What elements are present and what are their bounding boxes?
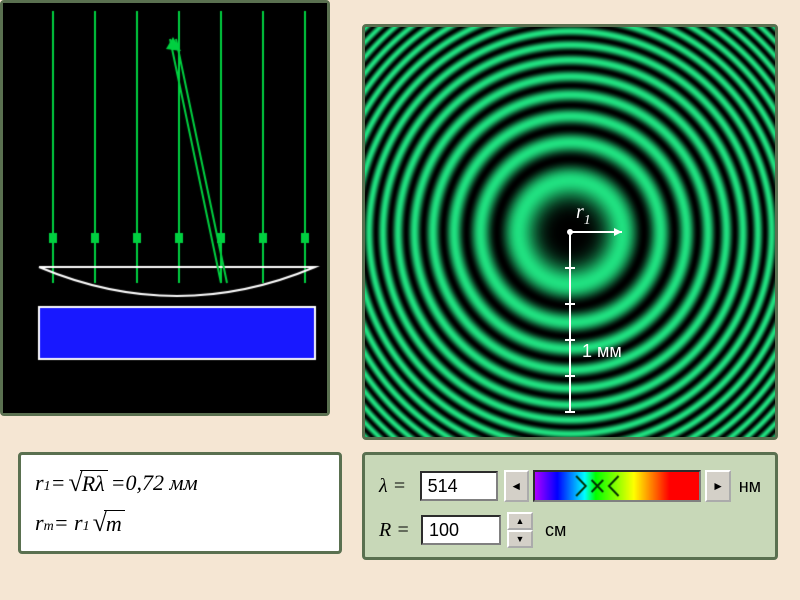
lens-setup-diagram — [0, 0, 330, 416]
rings-canvas — [365, 27, 775, 437]
radius-decrease-button[interactable]: ▼ — [507, 530, 533, 548]
r1-value: 0,72 мм — [126, 470, 198, 496]
radius-input[interactable]: 100 — [421, 515, 501, 545]
radius-label: R = — [379, 519, 421, 542]
sqrt-m: √m — [93, 508, 125, 538]
radius-increase-button[interactable]: ▲ — [507, 512, 533, 530]
formula-box: r1 = √Rλ = 0,72 мм rm = r1 √m — [18, 452, 342, 554]
newton-rings-panel: r11 мм — [362, 24, 778, 440]
lambda-unit: нм — [739, 476, 761, 497]
lambda-label: λ = — [379, 475, 420, 498]
r1-var: r — [35, 470, 44, 496]
radius-spinner[interactable]: ▲ ▼ — [507, 512, 533, 548]
sqrt-r-lambda: √Rλ — [68, 468, 107, 498]
formula-r1: r1 = √Rλ = 0,72 мм — [35, 463, 325, 503]
lambda-row: λ = 514 ◄ ► нм — [379, 467, 761, 505]
controls-panel: λ = 514 ◄ ► нм R = 100 ▲ ▼ см — [362, 452, 778, 560]
radius-row: R = 100 ▲ ▼ см — [379, 511, 761, 549]
lambda-input[interactable]: 514 — [420, 471, 498, 501]
formula-rm: rm = r1 √m — [35, 503, 325, 543]
lambda-increase-button[interactable]: ► — [705, 470, 730, 502]
spectrum-slider[interactable] — [533, 470, 702, 502]
spectrum-canvas — [535, 472, 700, 500]
radius-unit: см — [545, 520, 566, 541]
lambda-decrease-button[interactable]: ◄ — [504, 470, 529, 502]
setup-canvas — [3, 3, 327, 413]
